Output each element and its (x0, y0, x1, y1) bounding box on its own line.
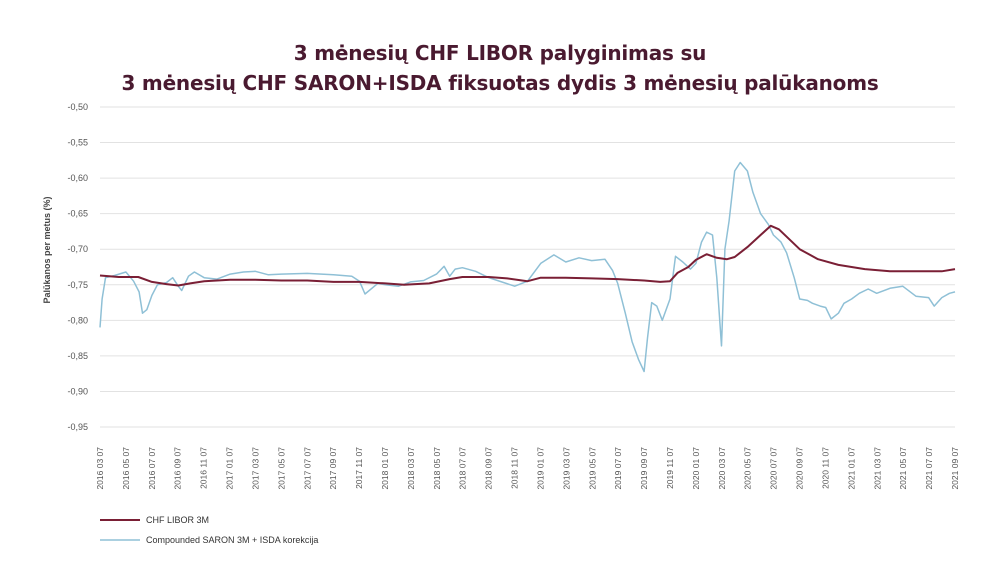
x-tick-label: 2017 01 07 (225, 447, 235, 490)
x-tick-label: 2019 03 07 (561, 447, 571, 490)
y-tick-label: -0,70 (67, 244, 88, 254)
series-line-libor (99, 224, 956, 287)
x-tick-label: 2020 03 07 (717, 447, 727, 490)
x-tick-label: 2020 01 07 (691, 447, 701, 490)
y-tick-label: -0,60 (67, 173, 88, 183)
x-tick-label: 2020 05 07 (743, 447, 753, 490)
y-tick-label: -0,65 (67, 209, 88, 219)
chart-title-line-1: 3 mėnesių CHF LIBOR palyginimas su (293, 41, 707, 65)
y-axis-label: Palūkanos per metus (%) (42, 196, 52, 303)
x-tick-label: 2018 07 07 (458, 447, 468, 490)
series-lines (99, 161, 956, 373)
y-axis-ticks: -0,50 -0,55 -0,60 -0,65 -0,70 -0,75 -0,80 -0,85… (67, 102, 88, 432)
x-tick-label: 2018 01 07 (380, 447, 390, 490)
x-tick-label: 2017 09 07 (328, 447, 338, 490)
legend-label: Compounded SARON 3M + ISDA korekcija (146, 535, 318, 545)
x-tick-label: 2019 07 07 (613, 447, 623, 490)
x-tick-label: 2020 09 07 (795, 447, 805, 490)
legend: CHF LIBOR 3M Compounded SARON 3M + ISDA k… (100, 515, 318, 545)
x-tick-label: 2018 05 07 (432, 447, 442, 490)
x-tick-label: 2017 11 07 (354, 447, 364, 489)
y-tick-label: -0,50 (67, 102, 88, 112)
x-tick-label: 2016 09 07 (173, 447, 183, 490)
x-tick-label: 2019 09 07 (639, 447, 649, 490)
x-tick-label: 2021 07 07 (924, 447, 934, 490)
x-tick-label: 2016 11 07 (199, 447, 209, 489)
y-tick-label: -0,85 (67, 351, 88, 361)
x-tick-label: 2021 09 07 (950, 447, 960, 490)
x-tick-label: 2021 05 07 (898, 447, 908, 490)
x-tick-label: 2017 07 07 (302, 447, 312, 490)
x-tick-label: 2016 07 07 (147, 447, 157, 490)
legend-label: CHF LIBOR 3M (146, 515, 209, 525)
series-line-saron (99, 161, 956, 373)
x-tick-label: 2016 05 07 (121, 447, 131, 490)
x-tick-label: 2016 03 07 (95, 447, 105, 490)
chart-title-line-2: 3 mėnesių CHF SARON+ISDA fiksuotas dydis… (121, 71, 879, 95)
x-tick-label: 2020 07 07 (769, 447, 779, 490)
x-tick-label: 2018 11 07 (510, 447, 520, 489)
y-tick-label: -0,90 (67, 386, 88, 396)
x-tick-label: 2021 03 07 (872, 447, 882, 490)
y-tick-label: -0,75 (67, 280, 88, 290)
x-tick-label: 2021 01 07 (846, 447, 856, 490)
x-tick-label: 2020 11 07 (820, 447, 830, 489)
x-tick-label: 2018 03 07 (406, 447, 416, 490)
y-tick-label: -0,95 (67, 422, 88, 432)
gridlines (100, 106, 955, 428)
x-axis-ticks: 2016 03 07 2016 05 07 2016 07 07 2016 09 07… (95, 447, 960, 490)
x-tick-label: 2018 09 07 (484, 447, 494, 490)
x-tick-label: 2017 03 07 (250, 447, 260, 490)
x-tick-label: 2019 01 07 (535, 447, 545, 490)
y-tick-label: -0,55 (67, 138, 88, 148)
x-tick-label: 2017 05 07 (276, 447, 286, 490)
chart-title: 3 mėnesių CHF LIBOR palyginimas su 3 mėn… (0, 38, 1000, 98)
x-tick-label: 2019 11 07 (665, 447, 675, 489)
y-tick-label: -0,80 (67, 315, 88, 325)
x-tick-label: 2019 05 07 (587, 447, 597, 490)
